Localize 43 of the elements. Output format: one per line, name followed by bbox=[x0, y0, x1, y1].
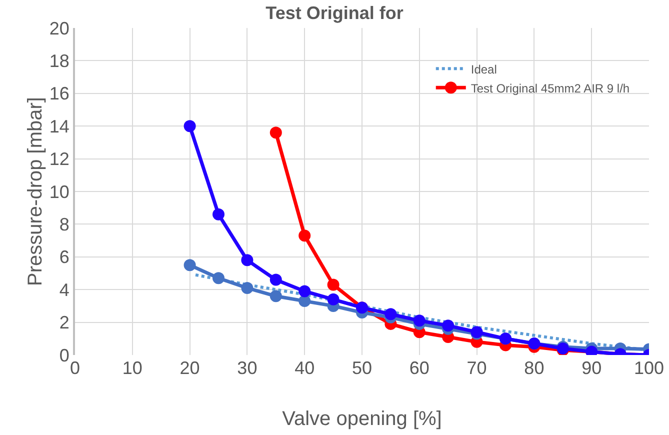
y-tick-label: 0 bbox=[59, 345, 70, 366]
chart-title: Test Original for bbox=[266, 3, 404, 24]
point bbox=[270, 126, 282, 139]
point bbox=[184, 259, 196, 272]
y-tick-label: 2 bbox=[59, 312, 70, 333]
x-tick-label: 10 bbox=[122, 358, 142, 378]
x-tick-label: 50 bbox=[352, 358, 372, 378]
y-axis-title: Pressure-drop [mbar] bbox=[24, 97, 46, 286]
legend-label: Ideal bbox=[470, 62, 497, 76]
x-tick-label: 30 bbox=[237, 358, 258, 378]
point bbox=[241, 254, 254, 266]
point bbox=[212, 272, 224, 284]
x-tick-label: 60 bbox=[409, 358, 430, 378]
point bbox=[212, 208, 224, 220]
y-tick-label: 8 bbox=[59, 214, 70, 234]
y-tick-label: 4 bbox=[59, 280, 70, 300]
y-tick-label: 12 bbox=[49, 149, 70, 170]
y-tick-label: 6 bbox=[59, 247, 70, 268]
x-tick-label: 20 bbox=[180, 358, 200, 378]
point bbox=[270, 274, 282, 286]
point bbox=[270, 290, 282, 302]
y-tick-label: 18 bbox=[49, 51, 70, 71]
point bbox=[298, 230, 311, 242]
point bbox=[384, 308, 397, 320]
point bbox=[298, 285, 311, 298]
x-axis-title: Valve opening [%] bbox=[282, 408, 442, 430]
legend-label: Test Original 45mm2 AIR 9 l/h bbox=[470, 81, 630, 96]
point bbox=[327, 293, 340, 306]
point bbox=[442, 320, 454, 332]
point bbox=[184, 120, 196, 132]
y-tick-label: 14 bbox=[49, 116, 70, 136]
point bbox=[413, 314, 426, 327]
y-tick-label: 10 bbox=[49, 182, 70, 202]
y-tick-label: 16 bbox=[49, 84, 70, 104]
y-tick-label: 20 bbox=[49, 18, 70, 38]
x-tick-label: 40 bbox=[294, 358, 315, 378]
x-tick-label: 80 bbox=[524, 358, 544, 378]
point bbox=[241, 282, 254, 294]
x-tick-label: 100 bbox=[634, 358, 664, 378]
point bbox=[298, 295, 311, 308]
point bbox=[327, 278, 340, 291]
x-tick-label: 90 bbox=[582, 358, 602, 378]
x-tick-label: 70 bbox=[466, 358, 487, 378]
